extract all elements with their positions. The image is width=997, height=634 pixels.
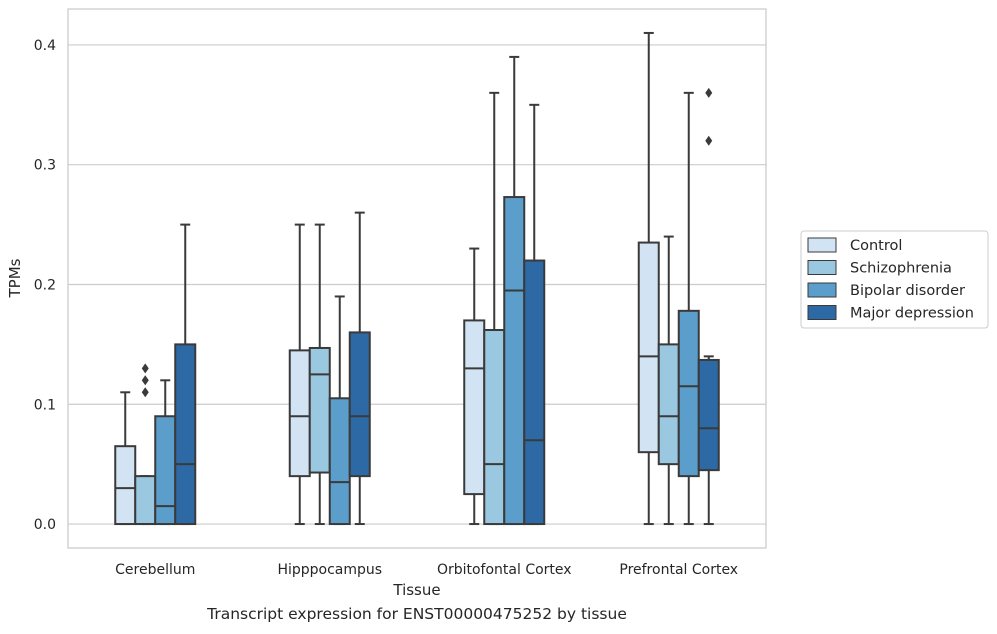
box-0-3 bbox=[174, 223, 197, 526]
boxes bbox=[114, 31, 720, 526]
box-iqr bbox=[288, 349, 311, 478]
box-iqr bbox=[174, 343, 197, 526]
box-2-2 bbox=[503, 55, 526, 526]
box-iqr bbox=[657, 343, 680, 466]
legend-label: Schizophrenia bbox=[850, 261, 952, 277]
box-0-0 bbox=[114, 391, 137, 526]
legend-swatch bbox=[807, 282, 837, 298]
x-axis-label: Tissue bbox=[392, 581, 440, 599]
plot-frame bbox=[67, 8, 767, 549]
box-iqr bbox=[483, 329, 506, 526]
outlier-marker bbox=[141, 375, 149, 386]
legend-label: Bipolar disorder bbox=[850, 283, 965, 299]
box-iqr bbox=[697, 358, 720, 472]
x-tick-label: Prefrontal Cortex bbox=[619, 562, 738, 578]
box-iqr bbox=[503, 196, 526, 526]
box-3-2 bbox=[677, 91, 700, 526]
legend-frame bbox=[800, 230, 989, 329]
legend-swatch bbox=[807, 305, 837, 320]
box-3-0 bbox=[637, 31, 660, 526]
box-1-0 bbox=[288, 223, 311, 526]
box-iqr bbox=[308, 346, 331, 474]
outlier-marker bbox=[705, 135, 713, 146]
box-1-3 bbox=[348, 211, 371, 526]
x-tick-label: Cerebellum bbox=[115, 562, 195, 578]
box-iqr bbox=[463, 319, 486, 496]
outlier-marker bbox=[141, 387, 149, 398]
box-3-1 bbox=[657, 235, 680, 526]
box-iqr bbox=[114, 445, 137, 526]
outlier-marker bbox=[141, 363, 149, 374]
legend-label: Control bbox=[850, 238, 902, 254]
box-1-2 bbox=[328, 295, 351, 526]
box-2-3 bbox=[523, 103, 546, 526]
box-iqr bbox=[154, 415, 177, 526]
box-iqr bbox=[677, 309, 700, 478]
box-2-1 bbox=[483, 91, 506, 526]
legend-swatch bbox=[807, 237, 837, 253]
x-tick-label: Hipppocampus bbox=[277, 562, 382, 578]
y-axis-label: TPMs bbox=[6, 258, 24, 298]
y-tick-label: 0.2 bbox=[34, 277, 56, 293]
box-0-2 bbox=[154, 379, 177, 526]
figure-caption: Transcript expression for ENST0000047525… bbox=[207, 605, 627, 623]
y-tick-label: 0.0 bbox=[34, 517, 56, 533]
y-tick-label: 0.3 bbox=[34, 158, 56, 174]
box-iqr bbox=[348, 331, 371, 478]
box-2-0 bbox=[463, 247, 486, 526]
x-tick-label: Orbitofontal Cortex bbox=[437, 562, 572, 578]
box-iqr bbox=[637, 241, 660, 454]
box-iqr bbox=[328, 397, 351, 526]
legend-label: Major depression bbox=[850, 306, 974, 322]
x-tick-labels: Cerebellum Hipppocampus Orbitofontal Corte… bbox=[115, 562, 738, 578]
box-iqr bbox=[523, 259, 546, 526]
y-tick-label: 0.1 bbox=[34, 397, 56, 413]
box-3-3 bbox=[697, 87, 720, 526]
y-tick-label: 0.4 bbox=[34, 38, 56, 54]
y-tick-labels: 0.0 0.1 0.2 0.3 0.4 bbox=[34, 38, 56, 533]
box-0-1 bbox=[134, 363, 157, 526]
box-1-1 bbox=[308, 223, 331, 526]
legend-swatch bbox=[807, 260, 837, 275]
legend: Control Schizophrenia Bipolar disorder Majo… bbox=[800, 230, 989, 329]
box-iqr bbox=[134, 475, 157, 526]
outlier-marker bbox=[705, 87, 713, 98]
